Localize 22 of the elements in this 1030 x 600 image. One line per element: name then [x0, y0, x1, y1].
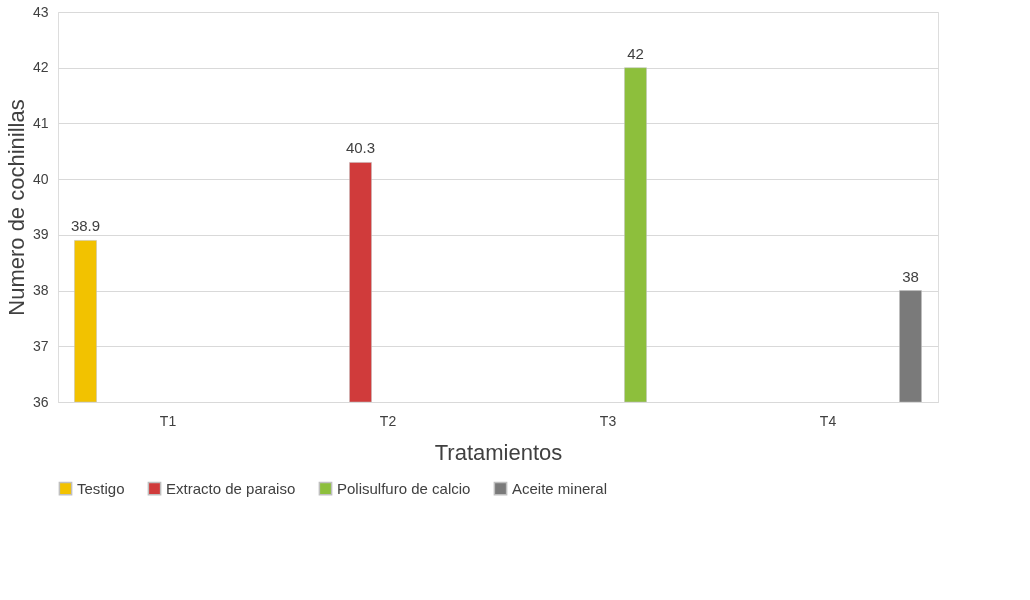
x-tick-label: T2: [379, 412, 397, 429]
legend-label: Testigo: [77, 479, 125, 497]
x-tick-label: T1: [159, 412, 177, 429]
y-tick-label: 37: [32, 337, 49, 354]
data-label: 42: [627, 44, 644, 62]
data-label: 40.3: [345, 139, 376, 157]
y-tick-label: 43: [32, 3, 49, 20]
y-tick-label: 36: [32, 393, 49, 410]
y-tick-label: 42: [32, 59, 49, 76]
legend-label: Extracto de paraiso: [166, 479, 296, 497]
legend-label: Aceite mineral: [512, 479, 608, 497]
y-tick-label: 39: [32, 226, 49, 243]
data-label: 38.9: [70, 217, 101, 235]
x-tick-label: T3: [599, 412, 617, 429]
legend-label: Polisulfuro de calcio: [337, 479, 471, 497]
y-axis-title: Numero de cochinillas: [3, 99, 29, 316]
data-label: 38: [902, 267, 919, 285]
x-tick-label: T4: [819, 412, 837, 429]
x-axis-title: Tratamientos: [434, 439, 563, 465]
y-tick-label: 40: [32, 170, 49, 187]
y-tick-label: 41: [32, 114, 49, 131]
y-tick-label: 38: [32, 282, 49, 299]
